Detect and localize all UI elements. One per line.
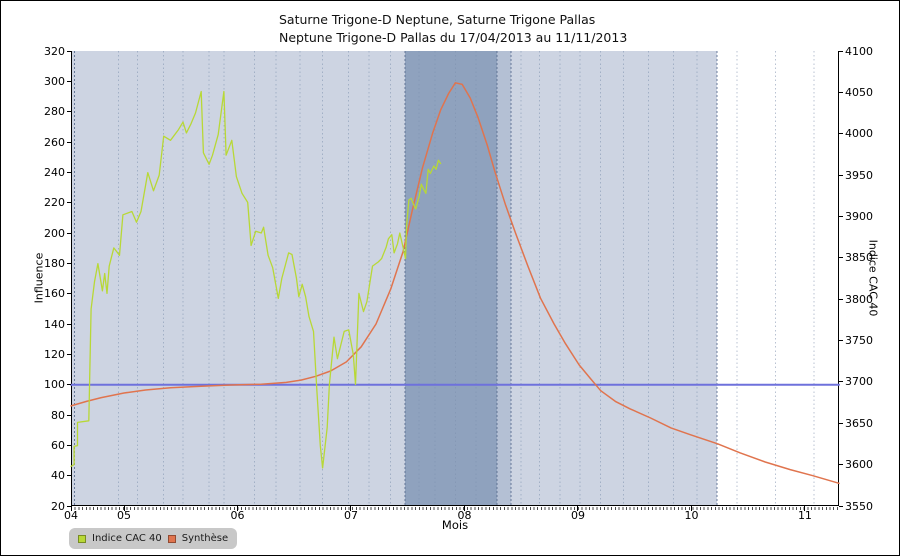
- left-tick-label: 120: [44, 347, 65, 361]
- month-tick-label: 11: [797, 509, 812, 522]
- month-tick-label: 07: [343, 509, 358, 522]
- right-tick: [839, 464, 843, 466]
- left-tick: [67, 444, 71, 446]
- left-tick-label: 20: [51, 499, 65, 513]
- left-tick: [67, 171, 71, 173]
- left-tick: [67, 141, 71, 143]
- right-tick-label: 3850: [845, 251, 873, 265]
- left-tick: [67, 384, 71, 386]
- left-tick-label: 40: [51, 469, 65, 483]
- right-tick: [839, 340, 843, 342]
- x-axis-minor-ticks: [71, 507, 839, 510]
- left-tick: [67, 111, 71, 113]
- right-tick: [839, 505, 843, 507]
- month-tick-label: 10: [684, 509, 699, 522]
- right-tick-label: 4050: [845, 85, 873, 99]
- month-tick-label: 08: [457, 509, 472, 522]
- right-tick-label: 3550: [845, 499, 873, 513]
- right-tick-label: 3600: [845, 458, 873, 472]
- right-tick-label: 3700: [845, 375, 873, 389]
- left-tick: [67, 293, 71, 295]
- right-tick-label: 3900: [845, 209, 873, 223]
- chart-title: Saturne Trigone-D Neptune, Saturne Trigo…: [279, 11, 627, 47]
- left-tick: [67, 80, 71, 82]
- legend-swatch-cac40-icon: [78, 534, 86, 543]
- left-tick: [67, 262, 71, 264]
- month-tick: [123, 506, 125, 511]
- right-tick-label: 3750: [845, 334, 873, 348]
- month-tick: [350, 506, 352, 511]
- right-tick-label: 4100: [845, 44, 873, 58]
- left-tick: [67, 505, 71, 507]
- legend-label-synthese: Synthèse: [181, 533, 229, 544]
- left-tick-label: 320: [44, 44, 65, 58]
- aspect-band-medium: [497, 51, 512, 506]
- right-tick: [839, 91, 843, 93]
- chart-title-line1: Saturne Trigone-D Neptune, Saturne Trigo…: [279, 12, 596, 27]
- left-tick-label: 140: [44, 317, 65, 331]
- month-tick: [804, 506, 806, 511]
- right-tick: [839, 298, 843, 300]
- right-tick: [839, 133, 843, 135]
- legend-swatch-synthese-icon: [167, 534, 176, 543]
- left-tick-label: 200: [44, 226, 65, 240]
- right-tick: [839, 50, 843, 52]
- left-tick: [67, 414, 71, 416]
- left-tick-label: 240: [44, 165, 65, 179]
- left-tick-label: 300: [44, 74, 65, 88]
- right-tick-label: 3950: [845, 168, 873, 182]
- left-tick: [67, 232, 71, 234]
- x-axis-title: Mois: [441, 518, 469, 532]
- aspect-band-light: [71, 51, 406, 506]
- legend: Indice CAC 40 Synthèse: [69, 528, 238, 549]
- right-tick: [839, 257, 843, 259]
- month-tick-label: 09: [570, 509, 585, 522]
- right-tick-label: 3650: [845, 416, 873, 430]
- month-tick: [236, 506, 238, 511]
- month-tick-label: 05: [117, 509, 131, 522]
- left-tick-label: 80: [51, 408, 65, 422]
- aspect-band-light: [511, 51, 717, 506]
- left-tick-label: 280: [44, 105, 65, 119]
- month-tick: [577, 506, 579, 511]
- month-tick: [690, 506, 692, 511]
- legend-label-cac40: Indice CAC 40: [92, 533, 162, 544]
- series-synth-se: [70, 82, 840, 485]
- left-tick-label: 220: [44, 196, 65, 210]
- right-tick-label: 3800: [845, 292, 873, 306]
- right-tick-label: 4000: [845, 127, 873, 141]
- left-tick-label: 60: [51, 438, 65, 452]
- plot-area[interactable]: [70, 51, 840, 506]
- left-tick: [67, 475, 71, 477]
- month-tick-label: 04: [64, 509, 78, 522]
- left-tick-label: 260: [44, 135, 65, 149]
- right-tick: [839, 422, 843, 424]
- left-tick-label: 180: [44, 256, 65, 270]
- month-tick: [463, 506, 465, 511]
- left-tick: [67, 353, 71, 355]
- left-tick-label: 100: [44, 378, 65, 392]
- chart-title-line2: Neptune Trigone-D Pallas du 17/04/2013 a…: [279, 30, 628, 45]
- left-tick: [67, 202, 71, 204]
- month-tick: [70, 506, 72, 511]
- right-tick: [839, 381, 843, 383]
- left-tick-label: 160: [44, 287, 65, 301]
- left-tick: [67, 323, 71, 325]
- right-tick: [839, 174, 843, 176]
- month-tick-label: 06: [230, 509, 245, 522]
- left-tick: [67, 50, 71, 52]
- series-indice-cac-40: [70, 90, 442, 469]
- right-tick: [839, 215, 843, 217]
- chart-canvas[interactable]: [70, 51, 840, 506]
